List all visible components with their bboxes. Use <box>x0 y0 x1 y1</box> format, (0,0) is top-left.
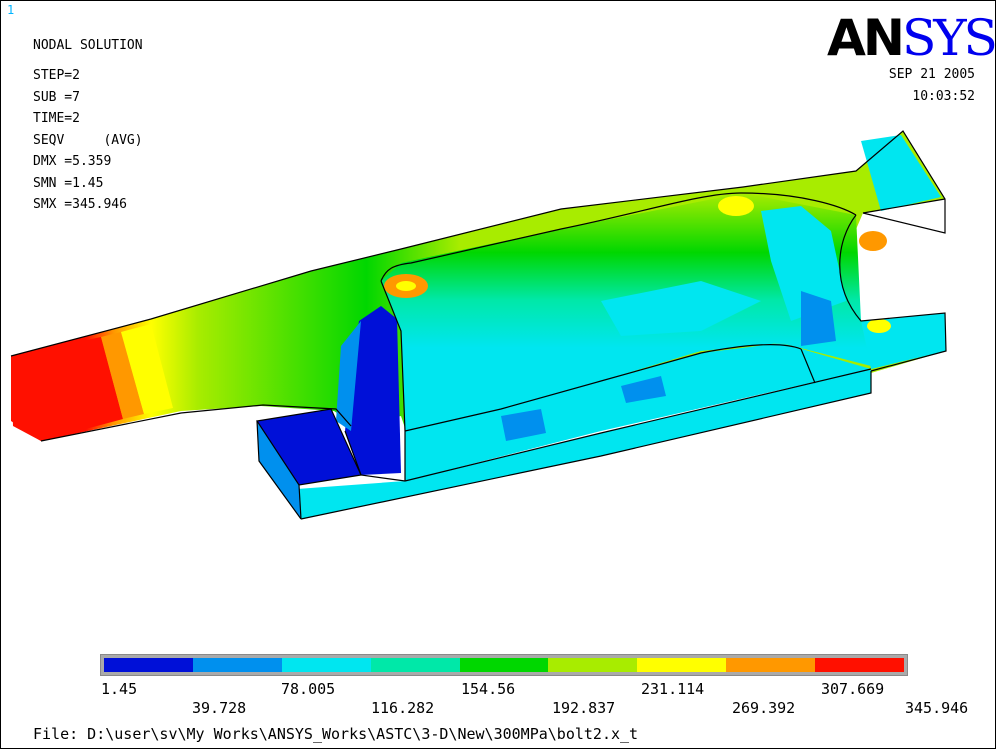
legend-label: 116.282 <box>371 699 435 717</box>
info-sub: SUB =7 <box>33 89 80 105</box>
info-smn: SMN =1.45 <box>33 175 104 191</box>
legend-swatch <box>370 658 460 672</box>
contour-patch-3 <box>801 291 836 346</box>
file-path: File: D:\user\sv\My Works\ANSYS_Works\AS… <box>33 725 639 743</box>
contour-patch-6 <box>621 376 666 403</box>
hot-spot-2 <box>718 196 754 216</box>
legend-swatch <box>104 658 193 672</box>
logo-sys: SYS <box>902 9 995 63</box>
contour-patch-7 <box>501 409 546 441</box>
legend-swatch <box>281 658 371 672</box>
base-plate-side <box>297 369 871 519</box>
date-text: SEP 21 2005 <box>888 67 975 82</box>
legend-swatch <box>726 658 816 672</box>
time-text: 10:03:52 <box>912 89 975 104</box>
info-result: SEQV (AVG) <box>33 132 143 148</box>
legend-label: 307.669 <box>821 680 885 698</box>
date-time: SEP 21 2005 10:03:52 <box>889 64 975 108</box>
low-stress-shoulder <box>345 306 401 475</box>
legend-swatch <box>815 658 905 672</box>
legend-label: 154.56 <box>461 680 516 698</box>
legend-label: 345.946 <box>905 699 969 717</box>
plot-title: NODAL SOLUTION <box>33 38 143 53</box>
legend-label: 39.728 <box>192 699 247 717</box>
svg-text:ANSYS: ANSYS <box>827 9 995 63</box>
info-smx: SMX =345.946 <box>33 197 127 212</box>
ansys-logo: ANSYS <box>827 9 995 63</box>
legend-swatch <box>192 658 282 672</box>
yellow-band <box>121 324 173 414</box>
hot-spot-4 <box>867 319 891 333</box>
solution-info: STEP=2 SUB =7 TIME=2 SEQV (AVG) DMX =5.3… <box>33 65 143 216</box>
legend-swatch <box>548 658 638 672</box>
base-block-left <box>257 409 361 485</box>
legend-swatch <box>637 658 727 672</box>
info-step: STEP=2 <box>33 68 80 83</box>
legend-label: 231.114 <box>641 680 705 698</box>
legend-label: 78.005 <box>281 680 336 698</box>
legend-swatch <box>459 658 549 672</box>
contour-patch-2 <box>761 206 846 321</box>
base-block-front <box>257 421 301 519</box>
window-number: 1 <box>7 3 15 17</box>
model-edges <box>10 130 947 520</box>
legend-label: 269.392 <box>732 699 796 717</box>
contour-patch-1 <box>601 281 761 336</box>
low-stress-edge <box>336 321 361 431</box>
logo-an: AN <box>827 9 902 63</box>
legend-colors <box>104 658 905 672</box>
legend-label: 1.45 <box>101 680 138 698</box>
hot-spot-1-core <box>396 281 416 291</box>
base-plate-top <box>405 343 871 481</box>
high-stress-tip <box>11 337 123 441</box>
hot-spot-3 <box>859 231 887 251</box>
contour-patch-4 <box>861 135 941 211</box>
legend-label: 192.837 <box>552 699 616 717</box>
orange-band <box>101 332 144 419</box>
info-time: TIME=2 <box>33 111 80 126</box>
contour-legend-bar <box>100 654 908 676</box>
info-dmx: DMX =5.359 <box>33 154 112 169</box>
